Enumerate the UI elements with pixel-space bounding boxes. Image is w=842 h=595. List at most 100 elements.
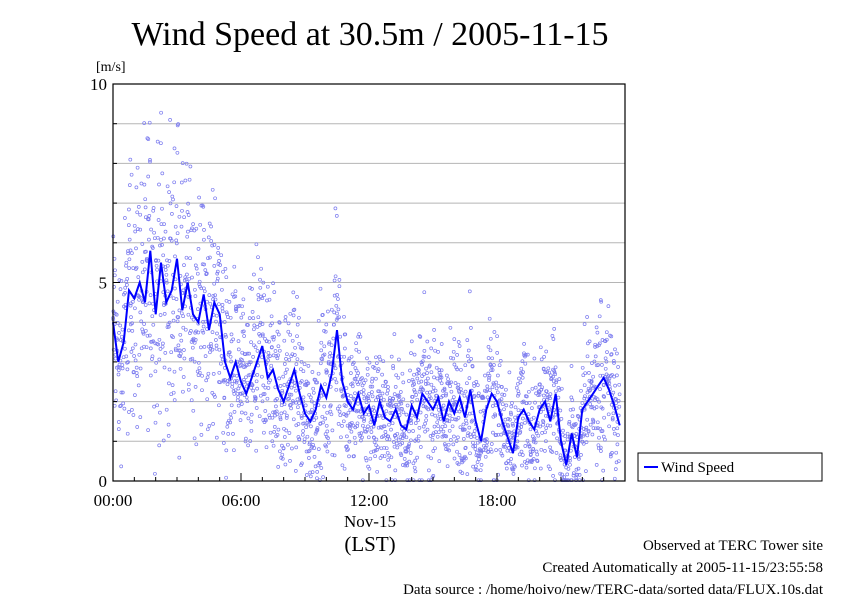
scatter-point: [497, 423, 501, 428]
scatter-point: [148, 159, 152, 164]
scatter-point: [509, 457, 514, 461]
scatter-point: [392, 332, 397, 336]
scatter-point: [467, 359, 471, 364]
scatter-point: [405, 478, 410, 483]
scatter-point: [176, 343, 181, 348]
scatter-point: [459, 387, 463, 391]
scatter-point: [469, 326, 473, 330]
scatter-point: [484, 443, 489, 448]
scatter-point: [486, 345, 491, 349]
scatter-point: [290, 352, 295, 357]
scatter-point: [456, 382, 461, 387]
scatter-point: [355, 421, 360, 426]
scatter-point: [263, 385, 268, 390]
scatter-point: [565, 431, 570, 436]
scatter-point: [374, 361, 379, 365]
scatter-point: [207, 293, 212, 297]
scatter-point: [278, 415, 283, 420]
scatter-point: [473, 444, 478, 448]
scatter-point: [457, 390, 462, 395]
scatter-point: [219, 253, 224, 258]
scatter-point: [447, 419, 452, 424]
scatter-point: [479, 478, 483, 483]
scatter-point: [183, 327, 188, 332]
scatter-point: [302, 437, 307, 442]
scatter-point: [264, 418, 268, 423]
scatter-point: [537, 392, 542, 397]
scatter-point: [425, 371, 429, 375]
scatter-point: [183, 178, 188, 183]
scatter-point: [201, 324, 206, 329]
scatter-point: [251, 355, 255, 359]
scatter-point: [324, 322, 329, 327]
scatter-point: [595, 397, 600, 401]
scatter-point: [234, 378, 239, 383]
scatter-point: [487, 373, 492, 378]
scatter-point: [206, 235, 211, 240]
scatter-point: [465, 472, 470, 476]
scatter-point: [455, 367, 459, 372]
scatter-point: [554, 380, 559, 385]
scatter-point: [407, 459, 412, 464]
scatter-point: [304, 425, 308, 430]
scatter-point: [546, 403, 551, 407]
scatter-point: [201, 204, 206, 209]
scatter-point: [238, 363, 243, 367]
scatter-point: [319, 348, 324, 353]
scatter-point: [292, 384, 297, 388]
scatter-point: [616, 365, 620, 369]
scatter-point: [596, 363, 600, 367]
scatter-point: [360, 435, 364, 440]
scatter-point: [229, 415, 234, 420]
scatter-point: [429, 346, 434, 351]
scatter-point: [356, 408, 361, 413]
scatter-point: [617, 404, 622, 409]
scatter-point: [291, 400, 296, 405]
scatter-point: [359, 390, 364, 394]
scatter-point: [611, 427, 616, 431]
scatter-point: [256, 293, 261, 297]
scatter-point: [156, 218, 161, 222]
scatter-point: [229, 403, 234, 408]
scatter-point: [530, 406, 534, 410]
scatter-point: [446, 442, 451, 447]
scatter-point: [424, 414, 429, 418]
scatter-point: [120, 390, 125, 395]
scatter-point: [182, 348, 186, 352]
scatter-point: [268, 430, 273, 435]
scatter-point: [173, 224, 178, 229]
scatter-point: [422, 354, 427, 359]
scatter-point: [510, 436, 515, 440]
scatter-point: [456, 462, 461, 467]
scatter-point: [233, 294, 238, 299]
scatter-point: [334, 214, 339, 218]
scatter-point: [264, 445, 269, 450]
scatter-point: [539, 357, 544, 362]
scatter-point: [443, 443, 448, 448]
scatter-point: [215, 271, 220, 276]
scatter-point: [221, 269, 225, 274]
scatter-point: [412, 352, 417, 357]
scatter-point: [516, 393, 520, 398]
scatter-point: [354, 409, 359, 414]
scatter-point: [238, 418, 243, 422]
scatter-point: [526, 412, 531, 417]
scatter-point: [587, 339, 592, 344]
scatter-point: [285, 413, 289, 418]
scatter-point: [123, 346, 127, 351]
scatter-point: [160, 344, 165, 349]
scatter-point: [159, 141, 163, 146]
scatter-point: [349, 429, 354, 434]
scatter-point: [603, 437, 607, 442]
scatter-point: [379, 446, 384, 451]
scatter-point: [552, 383, 556, 388]
scatter-point: [338, 334, 343, 339]
scatter-point: [244, 436, 248, 441]
x-tick-label: 18:00: [478, 491, 517, 510]
scatter-point: [533, 466, 537, 471]
scatter-point: [556, 395, 561, 400]
scatter-point: [391, 364, 395, 368]
scatter-point: [349, 420, 354, 425]
scatter-point: [570, 414, 575, 419]
scatter-point: [242, 334, 246, 338]
